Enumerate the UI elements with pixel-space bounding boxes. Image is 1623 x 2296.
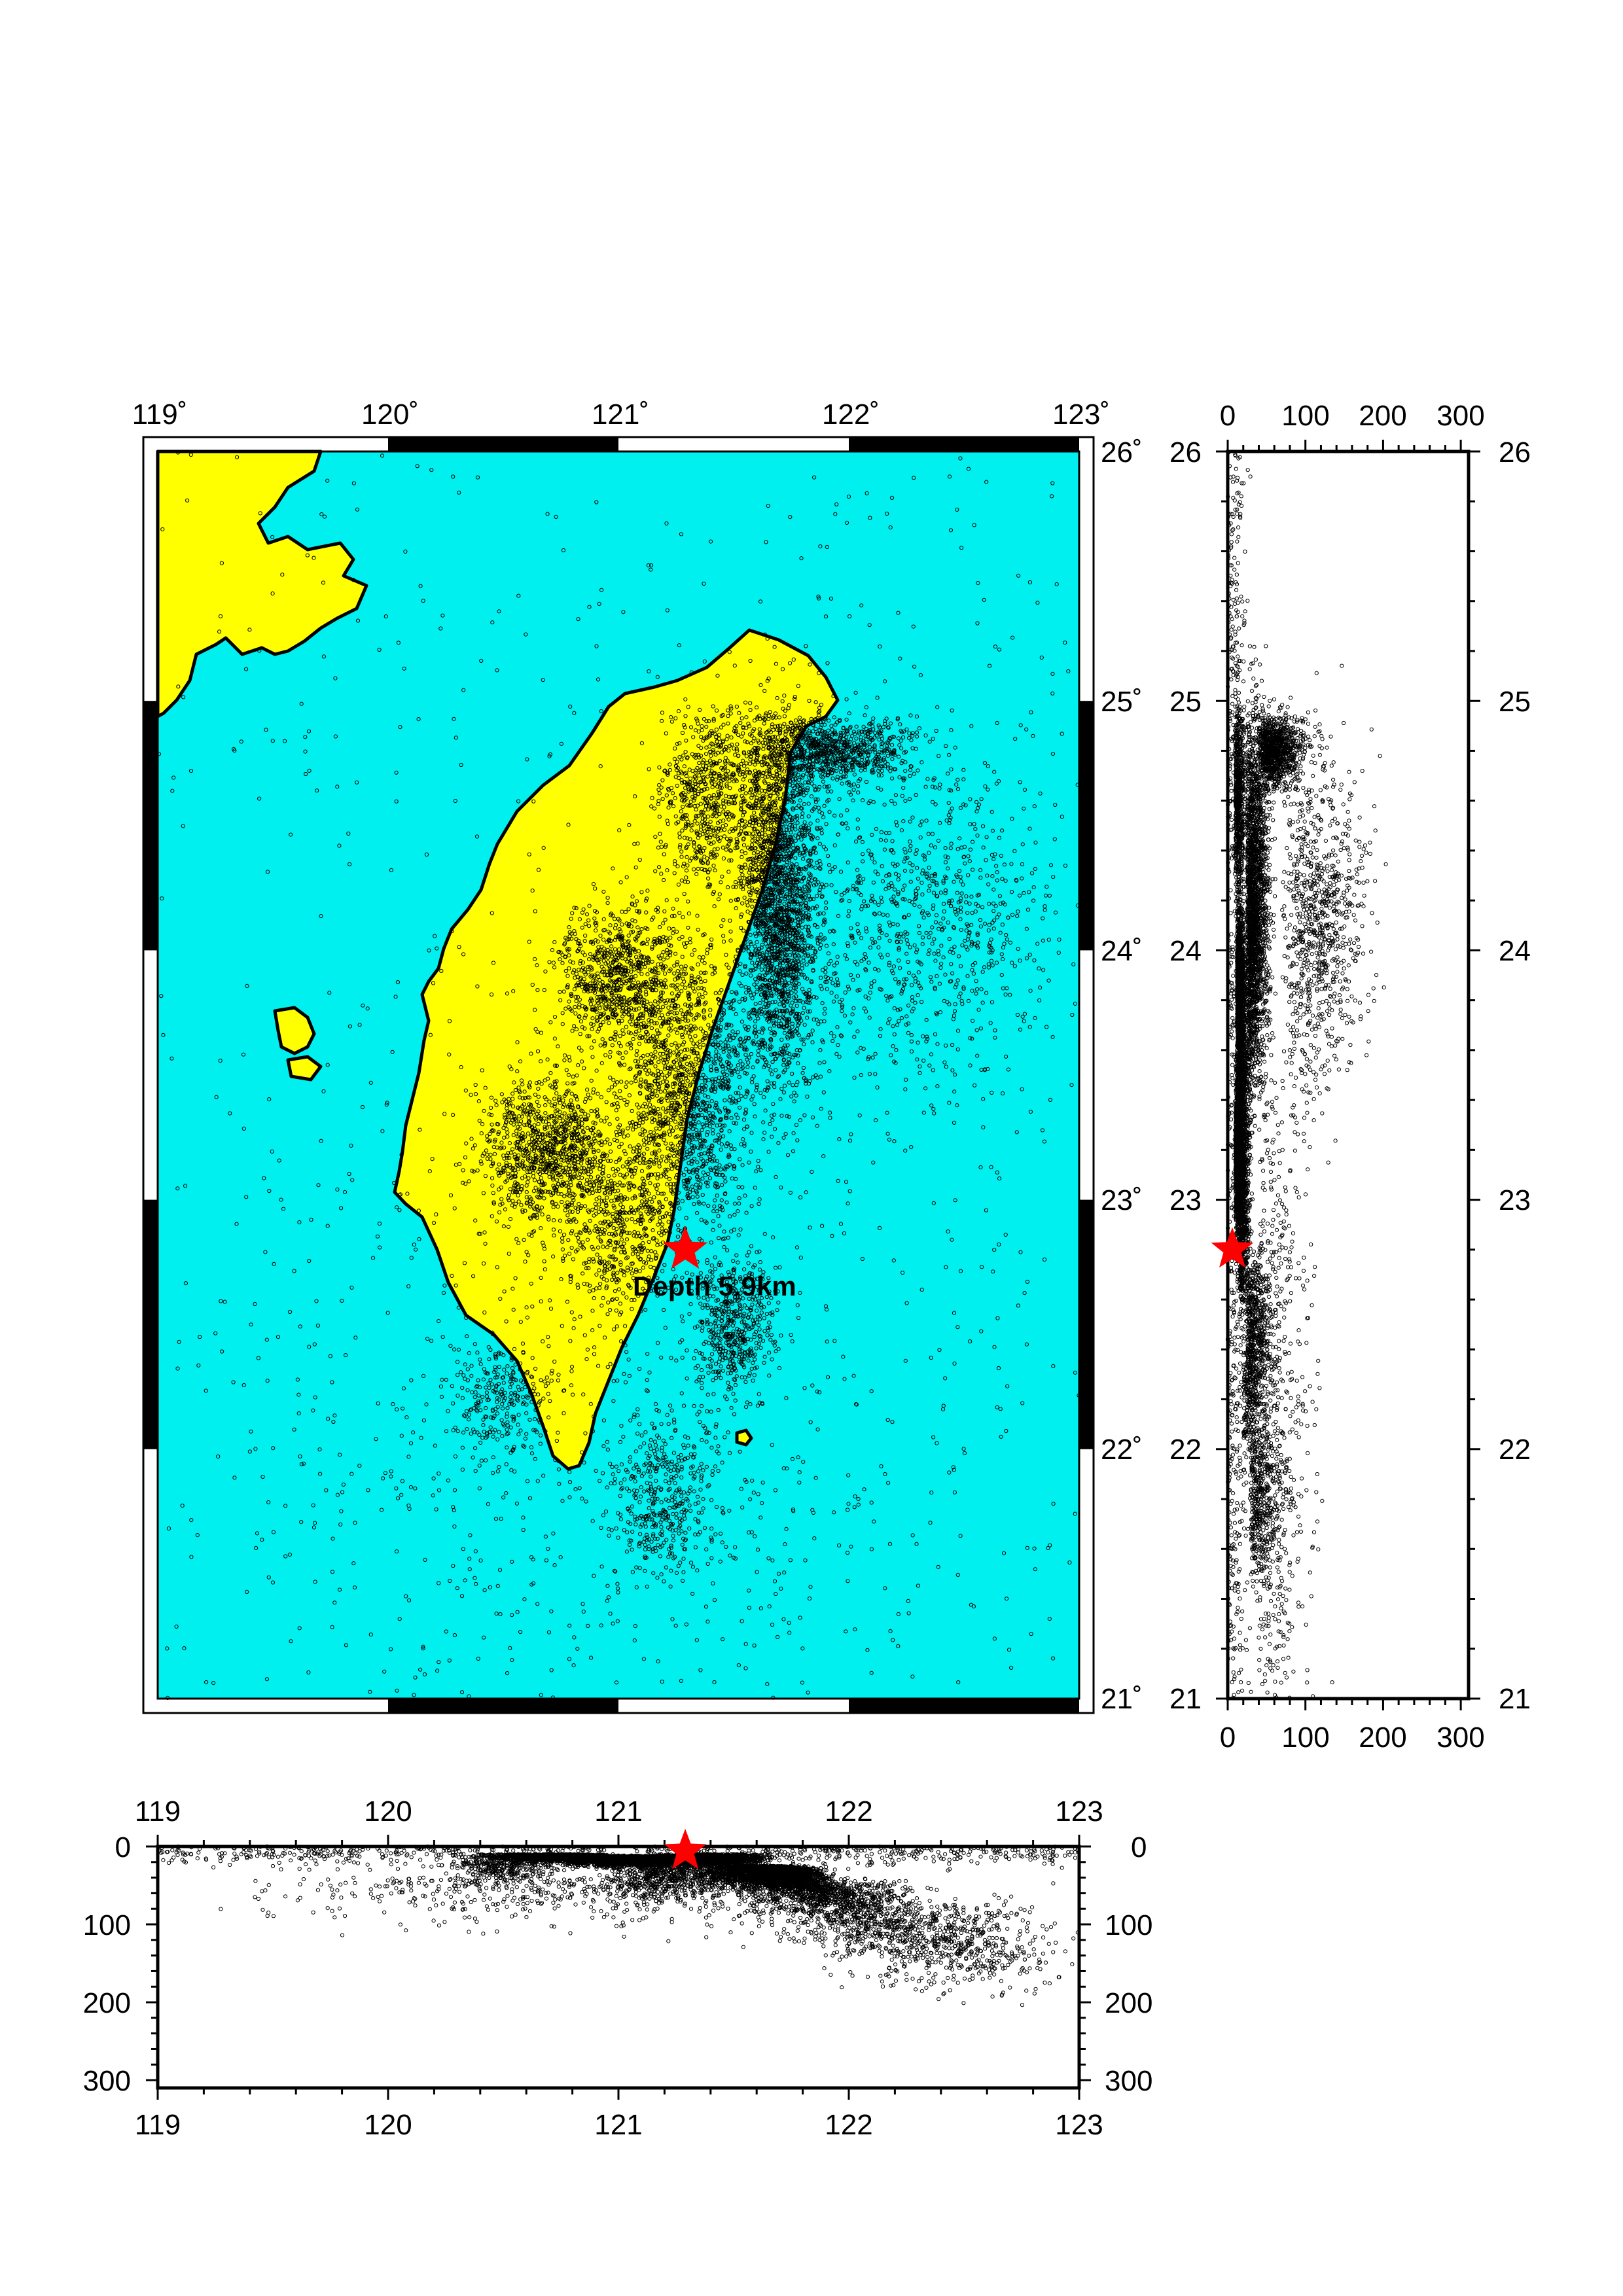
epicenter-point [802, 1023, 807, 1027]
epicenter-point [802, 793, 806, 798]
epicenter-point [791, 995, 796, 1000]
epicenter-point [739, 881, 743, 885]
epicenter-point [756, 738, 760, 743]
epicenter-point [793, 1052, 798, 1057]
epicenter-point [770, 1059, 775, 1065]
epicenter-point [785, 758, 789, 762]
epicenter-point [774, 662, 779, 666]
epicenter-point [740, 872, 745, 877]
epicenter-point [814, 995, 819, 1000]
epicenter-point [827, 863, 832, 868]
epicenter-point [752, 982, 757, 987]
epicenter-point [744, 990, 749, 995]
epicenter-point [796, 1053, 800, 1058]
epicenter-point [821, 911, 826, 916]
land-areas [156, 450, 840, 1471]
epicenter-point [743, 876, 747, 881]
epicenter-point [785, 800, 790, 804]
epicenter-point [734, 1012, 738, 1017]
epicenter-point [768, 1014, 773, 1019]
epicenter-point [793, 731, 798, 735]
epicenter-point [806, 1009, 810, 1014]
epicenter-point [793, 694, 797, 699]
epicenter-point [808, 662, 812, 667]
map-panel: Depth 5.9km 119˚ 120˚ 121˚ 122˚ 123˚ 21˚… [132, 398, 1143, 1715]
epicenter-point [815, 819, 820, 823]
seismicity-points [156, 450, 1081, 1700]
epicenter-point [797, 954, 802, 959]
epicenter-point [794, 805, 799, 811]
epicenter-point [740, 912, 744, 917]
epicenter-point [784, 862, 789, 867]
epicenter-point [821, 968, 825, 972]
epicenter-point [785, 1036, 791, 1041]
epicenter-point [822, 1012, 827, 1016]
epicenter-point [749, 1051, 754, 1057]
epicenter-point [747, 1011, 751, 1016]
epicenter-point [752, 1102, 757, 1106]
epicenter-point [776, 1140, 781, 1146]
epicenter-point [810, 980, 814, 985]
epicenter-point [755, 989, 759, 994]
epicenter-point [823, 966, 828, 970]
epicenter-point [746, 949, 751, 953]
epicenter-point [814, 1017, 819, 1022]
epicenter-point [774, 808, 779, 813]
epicenter-point [757, 790, 762, 795]
epicenter-point [794, 994, 798, 999]
epicenter-point [728, 898, 733, 903]
epicenter-point [794, 1093, 798, 1098]
epicenter-point [741, 1008, 746, 1013]
epicenter-point [738, 969, 742, 974]
taiwan-island [393, 628, 840, 1471]
epicenter-point [794, 893, 799, 898]
epicenter-point [809, 1033, 813, 1037]
epicenter-point [747, 790, 752, 795]
epicenter-point [813, 700, 818, 705]
epicenter-point [742, 895, 747, 900]
epicenter-point [757, 1008, 762, 1012]
epicenter-point [821, 779, 826, 784]
epicenter-point [779, 951, 784, 956]
green-island [735, 1428, 753, 1447]
epicenter-point [782, 714, 787, 718]
penghu-island-2 [286, 1055, 323, 1082]
epicenter-point [734, 898, 738, 902]
epicenter-point [773, 805, 778, 810]
epicenter-point [724, 963, 729, 967]
epicenter-point [756, 1159, 760, 1163]
epicenter-point [750, 961, 755, 965]
epicenter-point [815, 1123, 819, 1128]
epicenter-point [766, 1064, 771, 1069]
penghu-island-1 [273, 1006, 316, 1055]
epicenter-point [794, 998, 798, 1004]
epicenter-point [808, 1009, 812, 1014]
epicenter-point [743, 963, 747, 968]
epicenter-point [806, 952, 811, 957]
epicenter-point [801, 1065, 806, 1070]
epicenter-point [737, 981, 741, 985]
china-coast [156, 450, 368, 718]
epicenter-point [794, 985, 798, 990]
epicenter-point [827, 1069, 832, 1074]
